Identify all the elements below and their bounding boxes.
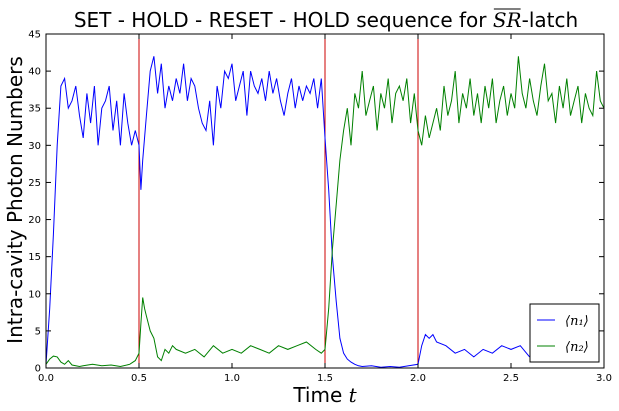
chart-title: SET - HOLD - RESET - HOLD sequence for S… [74,8,578,32]
x-tick-label-4: 2.0 [410,373,426,384]
x-tick-label-0: 0.0 [38,373,54,384]
legend-label-n2: ⟨n₂⟩ [565,340,589,355]
y-tick-label-6: 30 [28,141,41,152]
series-line-2 [45,56,605,368]
y-tick-label-7: 35 [28,104,41,115]
chart-title-text: SET - HOLD - RESET - HOLD sequence for [74,8,493,32]
x-axis-title: Time t [292,383,357,407]
x-tick-label-5: 2.5 [503,373,519,384]
legend-label-n1: ⟨n₁⟩ [565,314,589,329]
y-tick-label-8: 40 [28,67,41,78]
y-axis-title: Intra-cavity Photon Numbers [3,56,27,344]
y-tick-label-1: 5 [35,326,41,337]
legend-box [529,303,600,363]
y-tick-label-2: 10 [28,289,41,300]
y-tick-label-9: 45 [28,30,41,41]
x-tick-label-1: 0.5 [131,373,147,384]
y-tick-label-4: 20 [28,215,41,226]
x-axis-title-math: t [349,383,358,407]
chart-title-math: SR [493,8,522,32]
x-axis-title-text: Time [292,383,348,407]
x-tick-label-3: 1.5 [317,373,333,384]
chart-title-suffix: -latch [522,8,579,32]
series-line-1 [45,56,530,368]
x-tick-label-6: 3.0 [596,373,612,384]
y-tick-label-5: 25 [28,178,41,189]
legend: ⟨n₁⟩ ⟨n₂⟩ [529,303,600,363]
plot-area: 0.0 0.5 1.0 1.5 2.0 2.5 3.0 0 5 10 15 20 25 30 35 40 45 [28,30,612,385]
y-tick-label-0: 0 [35,364,41,375]
x-tick-label-2: 1.0 [224,373,240,384]
y-tick-label-3: 15 [28,252,41,263]
